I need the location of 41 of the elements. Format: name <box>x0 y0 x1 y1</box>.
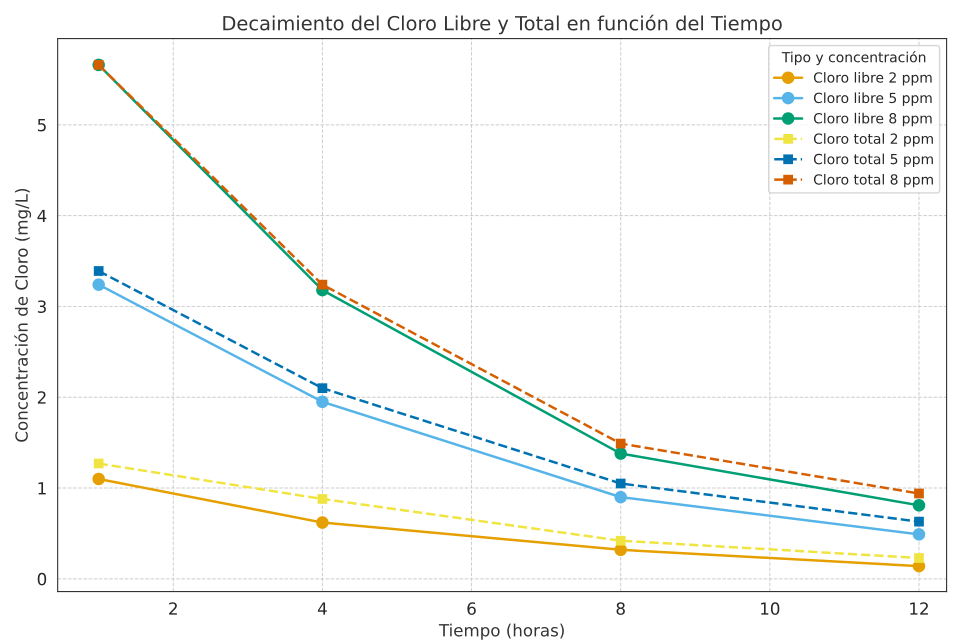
point <box>912 499 926 512</box>
y-tick-label: 4 <box>37 210 46 222</box>
point <box>614 447 627 460</box>
legend-label: Cloro total 5 ppm <box>814 154 933 168</box>
legend-label: Cloro total 2 ppm <box>814 133 933 147</box>
point <box>94 458 104 468</box>
point <box>316 396 329 408</box>
y-tick-label: 3 <box>38 300 46 314</box>
point <box>914 516 924 527</box>
point <box>92 472 105 486</box>
point <box>94 266 104 276</box>
legend-label: Cloro libre 5 ppm <box>814 92 932 106</box>
point <box>616 478 626 488</box>
x-axis-title: Tiempo (horas) <box>438 624 564 640</box>
point <box>914 553 924 563</box>
x-tick-label: 6 <box>467 602 476 615</box>
point <box>316 516 329 529</box>
chart-title: Decaimiento del Cloro Libre y Total en función del Tiempo <box>223 14 782 34</box>
y-tick-label: 2 <box>38 391 46 404</box>
y-axis-title: Concentración de Cloro (mg/L) <box>14 188 32 442</box>
legend-label: Cloro libre 8 ppm <box>814 112 932 126</box>
x-tick-label: 10 <box>761 602 780 615</box>
point <box>616 438 626 448</box>
point <box>616 536 626 546</box>
x-tick-label: 12 <box>910 602 928 615</box>
legend-label: Cloro total 8 ppm <box>814 174 933 188</box>
y-tick-label: 0 <box>38 572 46 586</box>
legend-title: Tipo y concentración <box>782 51 926 66</box>
point <box>914 488 924 498</box>
x-tick-label: 2 <box>169 602 177 615</box>
y-tick-label: 5 <box>38 119 46 132</box>
point <box>318 383 328 394</box>
point <box>614 490 627 504</box>
legend-label: Cloro libre 2 ppm <box>814 72 932 86</box>
x-tick-label: 4 <box>318 602 327 615</box>
point <box>912 528 926 541</box>
x-tick-label: 8 <box>616 602 625 615</box>
point <box>318 280 328 290</box>
y-tick-label: 1 <box>38 482 46 494</box>
point <box>318 494 328 504</box>
point <box>92 278 105 291</box>
